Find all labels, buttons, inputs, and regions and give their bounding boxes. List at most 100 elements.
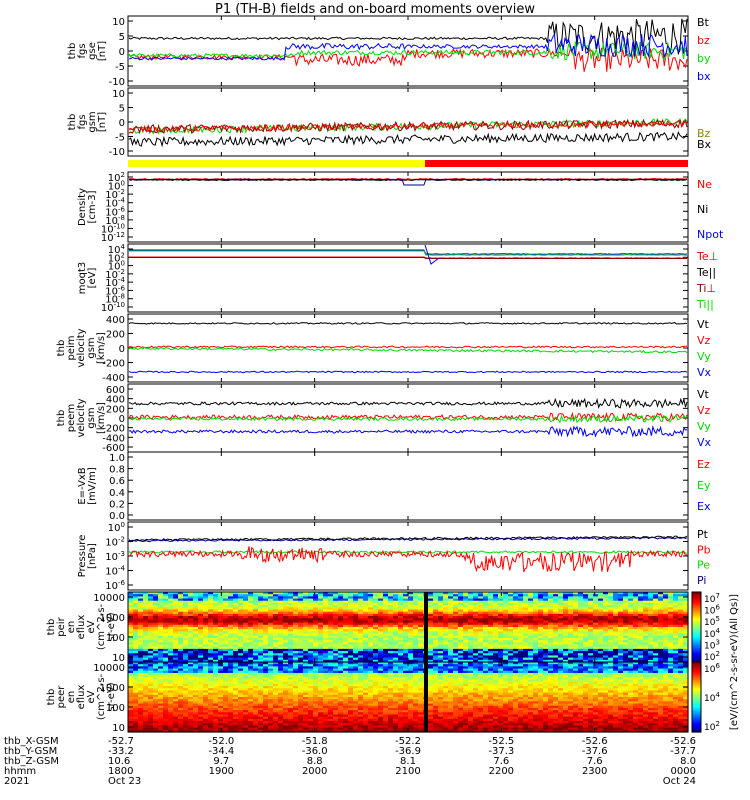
peir-cell — [188, 594, 194, 597]
peir-cell — [368, 613, 374, 617]
peer-cell — [653, 662, 659, 665]
peir-cell — [613, 655, 619, 659]
peir-cell — [228, 611, 234, 615]
density-legend-0: Ne — [697, 178, 712, 191]
peir-cell — [133, 594, 139, 597]
peir-cell — [513, 602, 519, 606]
peir-cell — [563, 622, 569, 626]
peir-cell — [523, 637, 529, 641]
peir-cell — [458, 600, 464, 604]
peir-cell — [248, 659, 254, 663]
peer-cell — [508, 668, 514, 672]
peir-cell — [303, 622, 309, 626]
peir-cell — [293, 635, 299, 639]
peir-cell — [613, 613, 619, 617]
peer-cell — [528, 672, 534, 676]
peir-cell — [328, 596, 334, 600]
peir-cell — [128, 618, 134, 622]
peer-cell — [373, 666, 379, 670]
peir-cell — [553, 635, 559, 639]
peer-cell — [343, 668, 349, 672]
peir-cell — [303, 609, 309, 613]
peer-cell — [223, 670, 229, 674]
peir-cell — [673, 646, 679, 650]
peir-cell — [413, 602, 419, 606]
peir-cell — [358, 618, 364, 622]
peir-cell — [568, 598, 574, 602]
peir-cell — [678, 611, 684, 615]
temperature-ytick-label: 10-8 — [105, 293, 125, 306]
peir-cell — [258, 622, 264, 626]
peir-cell — [523, 644, 529, 648]
peir-cell — [603, 655, 609, 659]
peir-cell — [513, 648, 519, 652]
peir-cell — [438, 640, 444, 643]
peir-cell — [673, 642, 679, 646]
peir-cell — [218, 613, 224, 617]
peir-cell — [658, 598, 664, 602]
peer-cell — [488, 675, 494, 678]
peer-cell — [598, 662, 604, 665]
peir-cell — [373, 596, 379, 600]
peir-cell — [638, 648, 644, 652]
peir-cell — [623, 659, 629, 663]
peer-cell — [253, 677, 259, 681]
peir-cell — [168, 620, 174, 624]
peer-cell — [498, 677, 504, 681]
peer-cell — [538, 672, 544, 676]
peir-cell — [448, 633, 454, 637]
peer-cell — [463, 662, 469, 665]
peir-cell — [593, 596, 599, 600]
peir-cell — [408, 642, 414, 646]
peir-cell — [328, 657, 334, 661]
peer-cell — [363, 675, 369, 678]
peir-cell — [313, 646, 319, 650]
peir-cell — [453, 607, 459, 611]
peer-cell — [238, 664, 244, 667]
peer-cell — [513, 668, 519, 672]
peir-cell — [248, 653, 254, 657]
peir-cell — [608, 629, 614, 632]
peer-cell — [563, 679, 569, 683]
peer-cell — [413, 677, 419, 681]
peir-cell — [628, 620, 634, 624]
peer-cell — [558, 670, 564, 674]
peir-cell — [418, 646, 424, 650]
peer-cell — [638, 677, 644, 681]
peir-cell — [648, 620, 654, 624]
peir-cell — [413, 624, 419, 628]
peir-cell — [313, 594, 319, 597]
peir-cell — [453, 592, 459, 595]
peir-cell — [393, 598, 399, 602]
peir-cell — [148, 640, 154, 643]
peir-cell — [263, 646, 269, 650]
peir-cell — [528, 605, 534, 608]
peir-cell — [598, 605, 604, 608]
efield-legend-2: Ex — [697, 500, 711, 513]
peir-cell — [593, 648, 599, 652]
peir-cell — [173, 651, 179, 654]
peem-ylabel: peem — [66, 404, 77, 432]
peir-cell — [643, 594, 649, 597]
peir-cell — [523, 602, 529, 606]
peir-cell — [163, 616, 169, 619]
peir-cell — [683, 594, 689, 597]
peir-cell — [293, 657, 299, 661]
peer-cell — [453, 670, 459, 674]
peir-cell — [453, 596, 459, 600]
peir-cell — [393, 600, 399, 604]
peir-cell — [518, 596, 524, 600]
peer-cell — [308, 664, 314, 667]
peir-cell — [328, 602, 334, 606]
peer-cell — [328, 679, 334, 683]
peir-cell — [513, 627, 519, 630]
peir-cell — [258, 594, 264, 597]
peir-cell — [383, 598, 389, 602]
peir-cell — [523, 648, 529, 652]
peir-cell — [548, 631, 554, 635]
peir-cell — [398, 637, 404, 641]
peir-cell — [563, 646, 569, 650]
peir-cell — [558, 616, 564, 619]
peir-cell — [453, 657, 459, 661]
peer-cell — [288, 677, 294, 681]
